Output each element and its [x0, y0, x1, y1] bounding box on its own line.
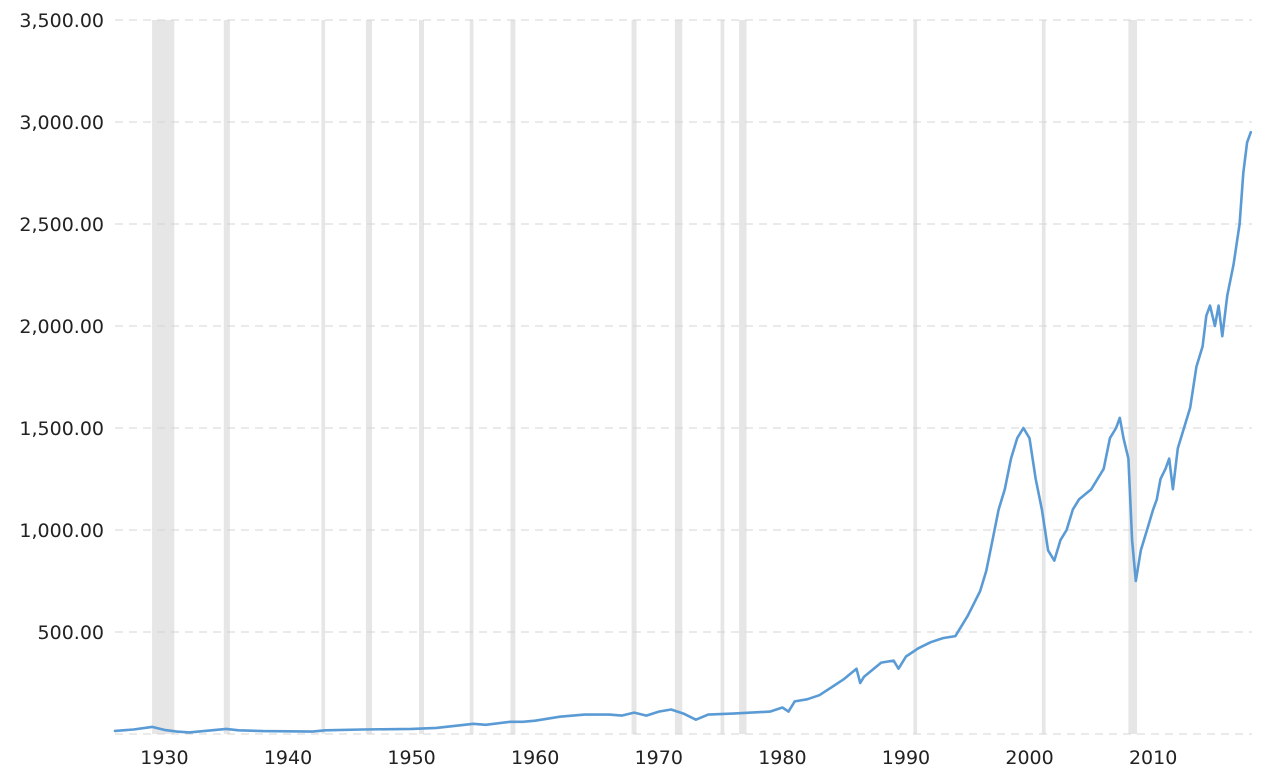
y-axis-ticks: 500.00 1,000.00 1,500.00 2,000.00 2,500.00 3,… — [19, 10, 104, 644]
recession-band — [321, 20, 326, 734]
x-tick-label: 1960 — [511, 747, 559, 769]
x-tick-label: 1980 — [758, 747, 806, 769]
y-tick-label: 3,000.00 — [19, 112, 104, 134]
x-tick-label: 2010 — [1129, 747, 1177, 769]
recession-band — [913, 20, 918, 734]
x-tick-label: 1940 — [264, 747, 312, 769]
recession-band — [739, 20, 747, 734]
recession-bands — [152, 20, 1138, 734]
gridlines — [115, 19, 1252, 633]
recession-band — [419, 20, 424, 734]
x-tick-label: 1970 — [635, 747, 683, 769]
y-tick-label: 500.00 — [38, 622, 104, 644]
recession-band — [631, 20, 637, 734]
recession-band — [720, 20, 725, 734]
y-tick-label: 2,500.00 — [19, 214, 104, 236]
recession-band — [1041, 20, 1046, 734]
x-tick-label: 1990 — [882, 747, 930, 769]
x-axis-ticks: 1930 1940 1950 1960 1970 1980 1990 2000 2010 — [140, 747, 1177, 769]
recession-band — [152, 20, 175, 734]
x-tick-label: 2000 — [1005, 747, 1053, 769]
y-tick-label: 3,500.00 — [19, 10, 104, 32]
recession-band — [1128, 20, 1138, 734]
recession-band — [674, 20, 683, 734]
recession-band — [223, 20, 230, 734]
x-tick-label: 1930 — [140, 747, 188, 769]
recession-band — [510, 20, 516, 734]
y-tick-label: 2,000.00 — [19, 316, 104, 338]
x-tick-label: 1950 — [387, 747, 435, 769]
recession-band — [469, 20, 474, 734]
y-tick-label: 1,000.00 — [19, 520, 104, 542]
y-tick-label: 1,500.00 — [19, 418, 104, 440]
recession-band — [365, 20, 373, 734]
series-line — [113, 130, 1253, 734]
series-layer — [113, 130, 1253, 734]
